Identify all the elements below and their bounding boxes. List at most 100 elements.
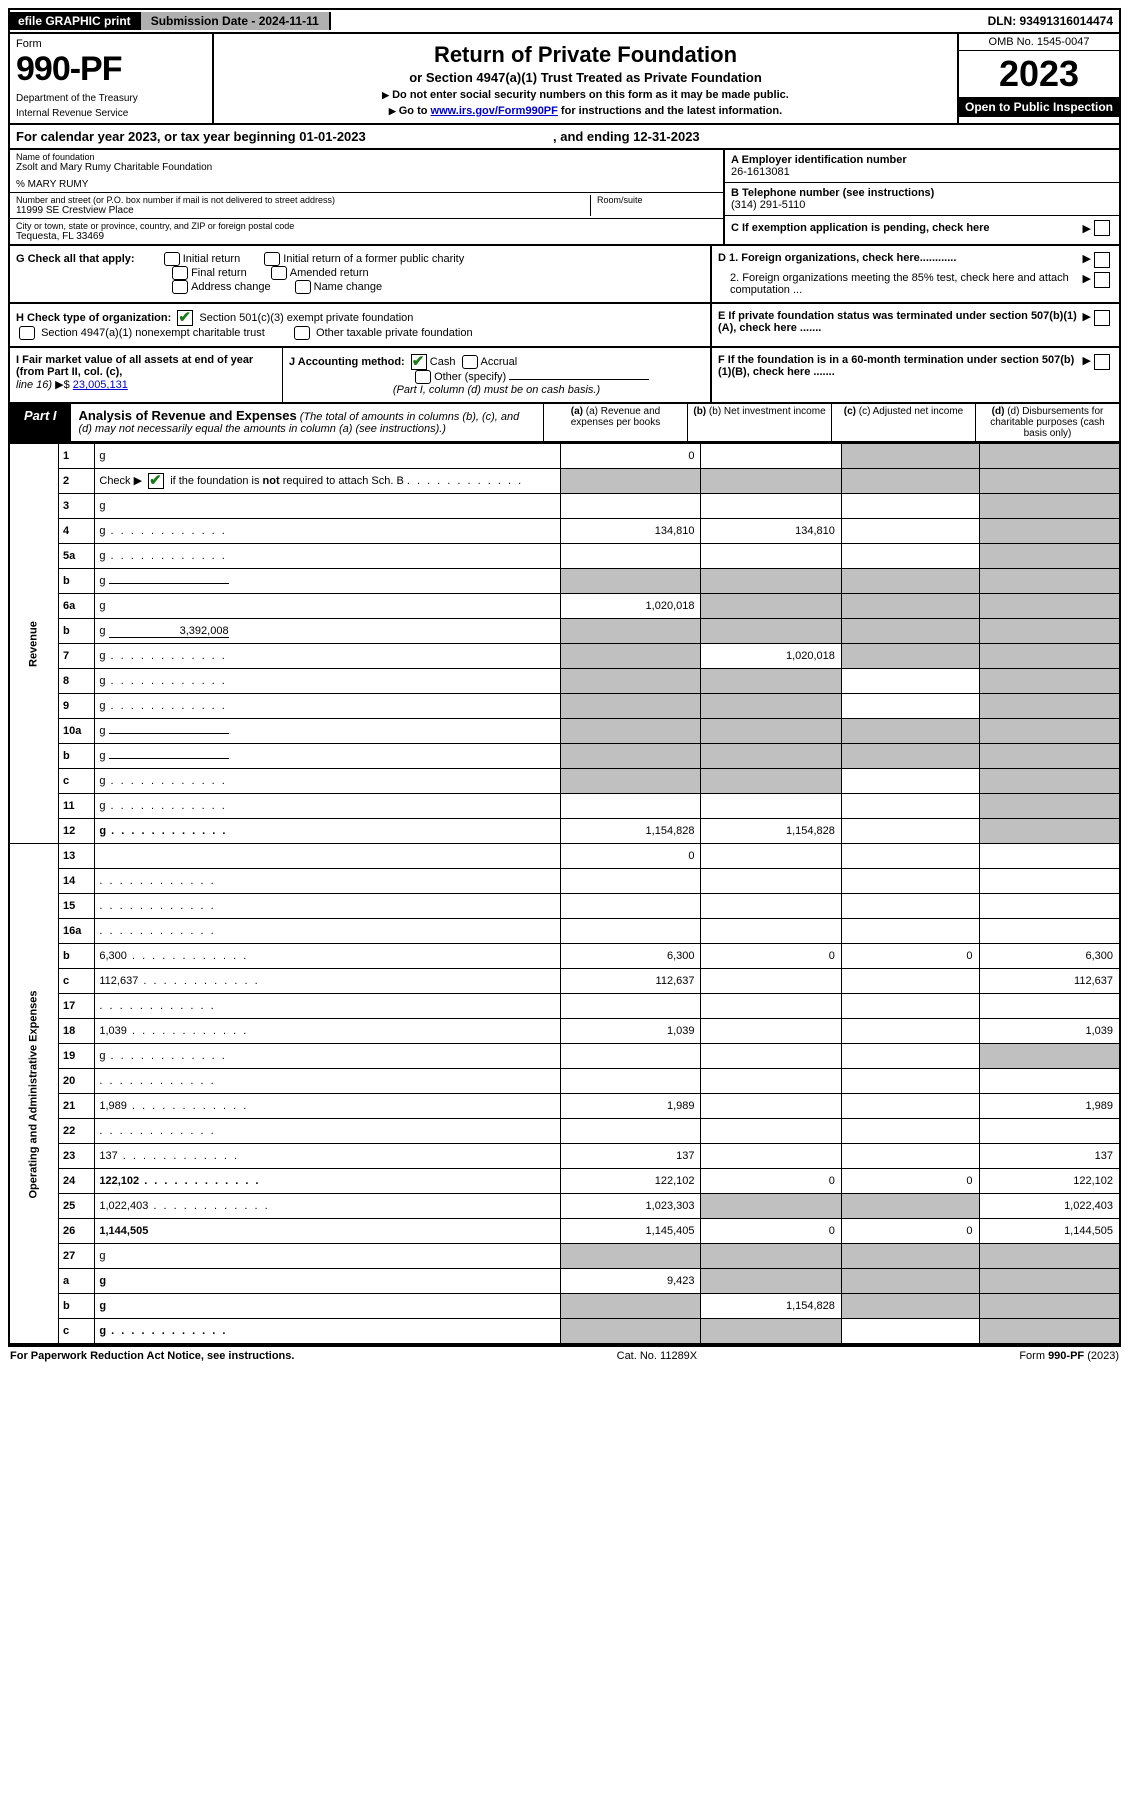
line-number: a [59,1269,95,1294]
amount-cell [979,994,1120,1019]
line-number: 22 [59,1119,95,1144]
4947-checkbox[interactable] [19,326,35,340]
line-description [95,919,561,944]
line-description [95,994,561,1019]
amount-cell [979,1069,1120,1094]
amount-cell: 134,810 [561,519,701,544]
line-description: 137 [95,1144,561,1169]
line-description: g [95,769,561,794]
amount-cell [841,1194,979,1219]
amount-cell [979,844,1120,869]
line-number: 4 [59,519,95,544]
table-row: 2Check ▶ if the foundation is not requir… [9,469,1120,494]
amount-cell [701,894,841,919]
amount-cell [841,744,979,769]
table-row: 12g1,154,8281,154,828 [9,819,1120,844]
501c3-checkbox[interactable] [177,310,193,326]
amount-cell [979,444,1120,469]
line-description: Check ▶ if the foundation is not require… [95,469,561,494]
form-link[interactable]: www.irs.gov/Form990PF [431,105,558,117]
dept-irs: Internal Revenue Service [16,108,206,119]
foundation-name: Zsolt and Mary Rumy Charitable Foundatio… [16,162,717,173]
amount-cell [841,469,979,494]
amount-cell: 1,144,505 [979,1219,1120,1244]
amount-cell [701,544,841,569]
amount-cell [841,569,979,594]
c-checkbox[interactable] [1094,220,1110,236]
amount-cell [979,1294,1120,1319]
address-change-checkbox[interactable] [172,280,188,294]
inspection-label: Open to Public Inspection [959,97,1119,117]
final-return-checkbox[interactable] [172,266,188,280]
amount-cell [841,969,979,994]
d2-checkbox[interactable] [1094,272,1110,288]
amount-cell: 1,989 [561,1094,701,1119]
table-row: 5ag [9,544,1120,569]
schb-checkbox[interactable] [148,473,164,489]
initial-return-checkbox[interactable] [164,252,180,266]
line-number: 14 [59,869,95,894]
amount-cell [841,494,979,519]
amended-return-checkbox[interactable] [271,266,287,280]
former-charity-checkbox[interactable] [264,252,280,266]
amount-cell [979,794,1120,819]
amount-cell [979,919,1120,944]
amount-cell: 1,154,828 [701,1294,841,1319]
d1-label: D 1. Foreign organizations, check here..… [718,252,1083,268]
addr-label: Number and street (or P.O. box number if… [16,195,590,205]
line-description: g [95,494,561,519]
table-row: 4g134,810134,810 [9,519,1120,544]
line-description: g [95,444,561,469]
table-row: 3g [9,494,1120,519]
table-row: cg [9,769,1120,794]
d1-checkbox[interactable] [1094,252,1110,268]
line-description [95,869,561,894]
amount-cell [701,719,841,744]
other-taxable-checkbox[interactable] [294,326,310,340]
amount-cell [979,719,1120,744]
table-row: ag9,423 [9,1269,1120,1294]
c-label: C If exemption application is pending, c… [731,222,1083,234]
efile-label[interactable]: efile GRAPHIC print [10,12,139,30]
amount-cell [701,1144,841,1169]
f-checkbox[interactable] [1094,354,1110,370]
form-subtitle: or Section 4947(a)(1) Trust Treated as P… [224,70,947,85]
phone-value: (314) 291-5110 [731,199,1113,211]
care-of: % MARY RUMY [16,179,717,190]
amount-cell [841,769,979,794]
amount-cell [841,1319,979,1345]
accrual-checkbox[interactable] [462,355,478,369]
amount-cell [841,594,979,619]
amount-cell [841,1244,979,1269]
amount-cell [561,644,701,669]
part1-header: Part I Analysis of Revenue and Expenses … [8,404,1121,443]
other-method-checkbox[interactable] [415,370,431,384]
amount-cell [561,1319,701,1345]
amount-cell [561,569,701,594]
name-change-checkbox[interactable] [295,280,311,294]
form-number: 990-PF [16,50,206,89]
amount-cell [701,969,841,994]
amount-cell [979,894,1120,919]
amount-cell [701,1044,841,1069]
section-h: H Check type of organization: Section 50… [8,304,1121,348]
line-number: 8 [59,669,95,694]
table-row: Operating and Administrative Expenses130 [9,844,1120,869]
amount-cell: 1,023,303 [561,1194,701,1219]
table-row: 15 [9,894,1120,919]
line-number: 24 [59,1169,95,1194]
amount-cell [701,444,841,469]
line-number: c [59,1319,95,1345]
e-checkbox[interactable] [1094,310,1110,326]
amount-cell [841,794,979,819]
amount-cell [701,919,841,944]
form-label: Form [16,38,206,50]
amount-cell [701,994,841,1019]
amount-cell [701,619,841,644]
fmv-value[interactable]: 23,005,131 [73,379,128,391]
table-row: Revenue1g0 [9,444,1120,469]
footer-cat: Cat. No. 11289X [617,1350,698,1362]
amount-cell [979,669,1120,694]
amount-cell [841,1269,979,1294]
cash-checkbox[interactable] [411,354,427,370]
